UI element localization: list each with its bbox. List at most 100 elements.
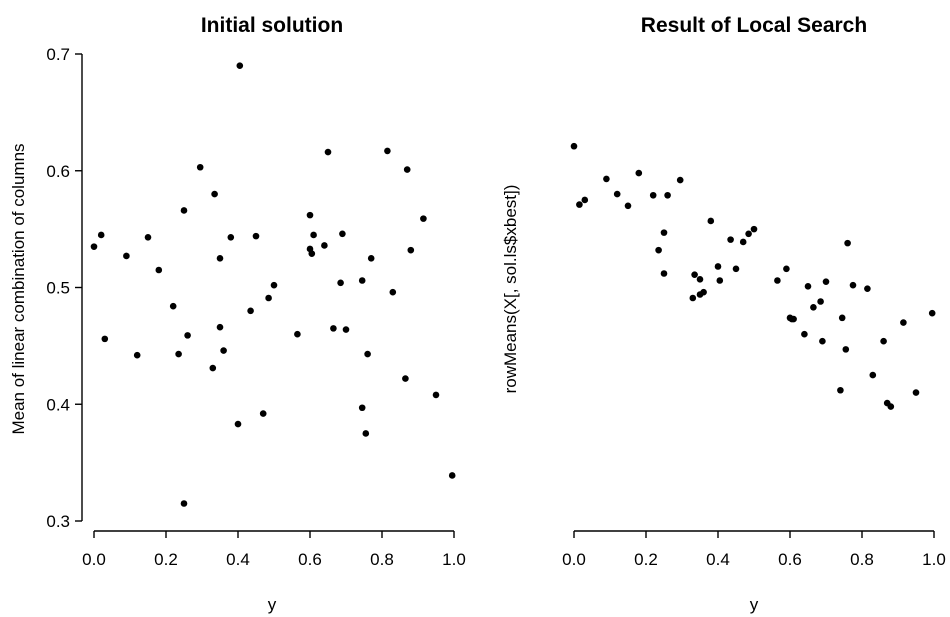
y-tick-label: 0.3 — [46, 512, 70, 531]
scatter-point — [324, 148, 332, 156]
scatter-point — [209, 364, 217, 372]
scatter-point — [864, 285, 871, 292]
scatter-point — [700, 288, 707, 296]
scatter-point — [330, 325, 337, 332]
scatter-point — [783, 265, 790, 273]
scatter-point — [310, 231, 317, 239]
scatter-point — [367, 255, 375, 262]
scatter-point — [570, 142, 578, 150]
scatter-point — [227, 233, 235, 241]
scatter-point — [849, 281, 857, 289]
scatter-point — [844, 239, 851, 247]
scatter-point — [603, 175, 610, 183]
scatter-point — [358, 277, 366, 284]
scatter-point — [928, 309, 936, 317]
y-tick-label: 0.4 — [46, 395, 70, 414]
scatter-point — [912, 389, 920, 396]
y-tick-label: 0.6 — [46, 162, 70, 181]
scatter-point — [900, 319, 907, 326]
scatter-point — [180, 207, 188, 214]
scatter-point — [801, 330, 808, 338]
scatter-point — [819, 337, 826, 345]
scatter-point — [432, 391, 440, 399]
x-tick-label: 0.4 — [226, 550, 250, 569]
scatter-point — [364, 350, 371, 358]
x-tick-label: 0.8 — [850, 550, 874, 569]
scatter-point — [180, 500, 188, 507]
scatter-point — [101, 335, 109, 343]
scatter-point — [420, 215, 427, 222]
scatter-point — [837, 386, 844, 394]
scatter-point — [448, 472, 456, 479]
scatter-point — [774, 277, 781, 284]
x-tick-label: 1.0 — [922, 550, 946, 569]
scatter-point — [838, 314, 846, 322]
scatter-point — [252, 232, 260, 240]
x-axis-label: y — [268, 595, 277, 614]
panel-initial-solution: Initial solution y Mean of linear combin… — [9, 14, 466, 614]
scatter-point — [389, 288, 397, 296]
x-tick-label: 0.0 — [82, 550, 106, 569]
y-tick-label: 0.7 — [46, 45, 70, 64]
scatter-point — [265, 294, 272, 302]
scatter-point — [676, 176, 684, 184]
scatter-point — [689, 294, 697, 302]
scatter-point — [321, 242, 328, 249]
scatter-point — [196, 163, 204, 171]
scatter-point — [732, 265, 740, 273]
scatter-point — [655, 246, 662, 254]
y-tick-label: 0.5 — [46, 279, 70, 298]
x-tick-label: 0.6 — [778, 550, 802, 569]
scatter-point — [184, 332, 191, 339]
scatter-point — [155, 266, 163, 274]
scatter-point — [358, 404, 366, 412]
x-tick-label: 0.0 — [562, 550, 586, 569]
x-tick-label: 1.0 — [442, 550, 466, 569]
scatter-point — [247, 307, 254, 315]
scatter-point — [880, 337, 887, 345]
scatter-point — [576, 201, 583, 208]
scatter-point — [175, 350, 182, 358]
scatter-point — [714, 263, 722, 270]
scatter-point — [691, 271, 698, 278]
x-tick-label: 0.8 — [370, 550, 394, 569]
scatter-point — [745, 230, 752, 238]
scatter-point — [727, 236, 734, 243]
scatter-point — [133, 351, 141, 359]
scatter-point — [342, 326, 350, 333]
scatter-point — [613, 190, 621, 198]
scatter-point — [259, 410, 267, 417]
scatter-point — [739, 238, 747, 246]
scatter-point — [716, 277, 724, 284]
scatter-point — [308, 250, 316, 257]
scatter-point — [211, 190, 218, 198]
scatter-point — [842, 346, 850, 353]
scatter-point — [707, 217, 715, 225]
scatter-point — [216, 323, 224, 331]
scatter-point — [649, 191, 657, 199]
x-tick-label: 0.2 — [634, 550, 658, 569]
scatter-point — [216, 255, 224, 262]
scatter-point — [635, 169, 643, 177]
scatter-point — [402, 375, 409, 382]
scatter-point — [822, 278, 830, 285]
scatter-point — [294, 330, 301, 338]
scatter-point — [403, 166, 411, 173]
scatter-point — [887, 403, 895, 410]
chart-title: Initial solution — [201, 14, 343, 37]
scatter-point — [696, 276, 704, 283]
scatter-point — [817, 298, 824, 305]
scatter-point — [869, 371, 877, 379]
scatter-point — [337, 279, 344, 287]
scatter-point — [306, 211, 314, 219]
scatter-point — [660, 270, 668, 277]
scatter-point — [220, 347, 227, 354]
y-axis-label: Mean of linear combination of columns — [9, 143, 28, 434]
scatter-point — [660, 229, 668, 236]
scatter-point — [804, 283, 812, 290]
y-axis-label: rowMeans(X[, sol.ls$xbest]) — [501, 185, 520, 394]
scatter-point — [750, 225, 758, 233]
x-tick-label: 0.2 — [154, 550, 178, 569]
scatter-point — [169, 302, 177, 310]
